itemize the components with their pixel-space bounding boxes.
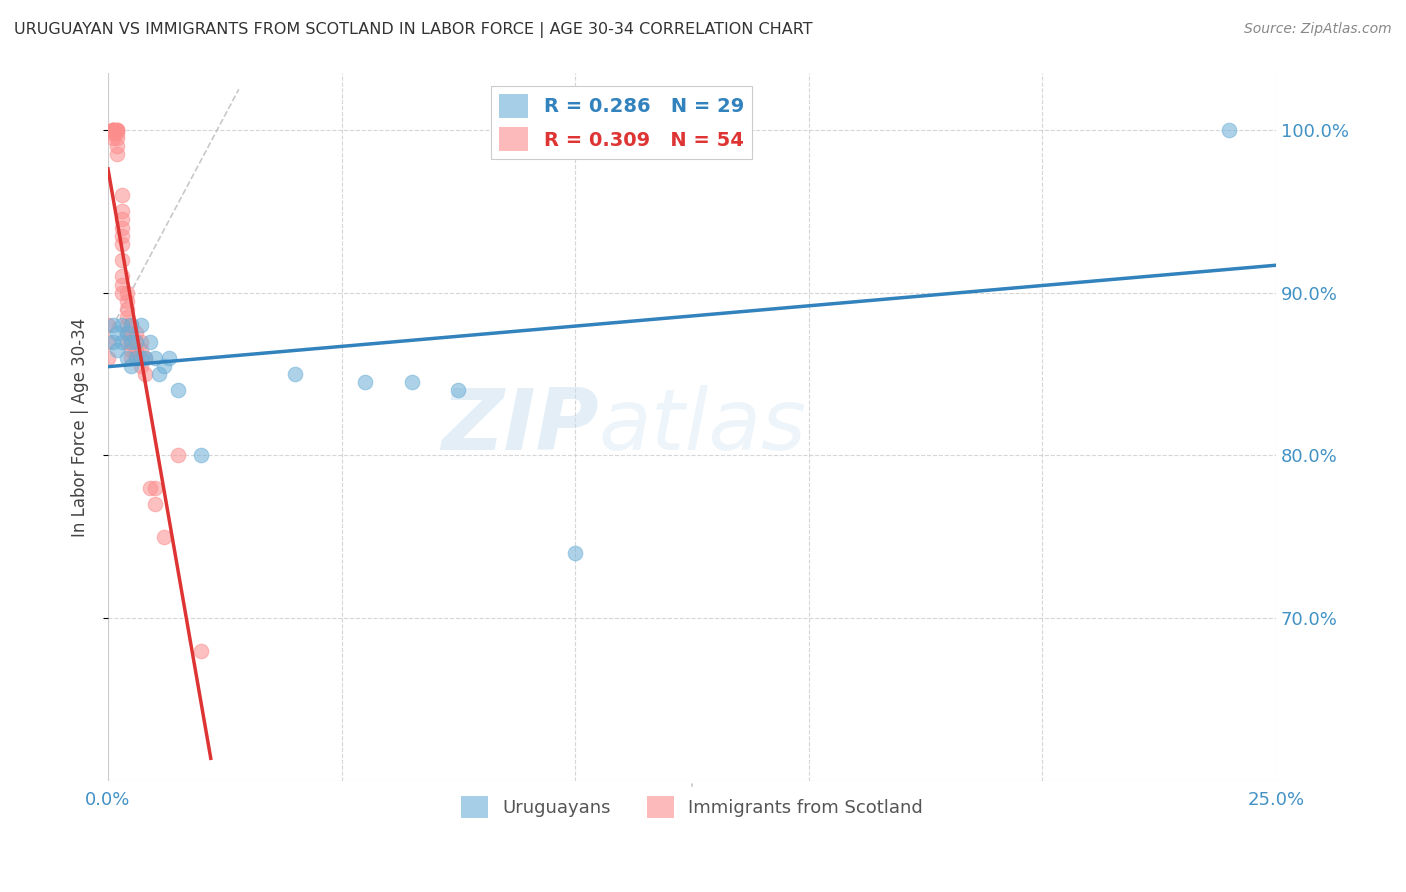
Point	[143, 481, 166, 495]
Point	[125, 334, 148, 349]
Point	[190, 644, 212, 658]
Text: URUGUAYAN VS IMMIGRANTS FROM SCOTLAND IN LABOR FORCE | AGE 30-34 CORRELATION CHA: URUGUAYAN VS IMMIGRANTS FROM SCOTLAND IN…	[14, 22, 813, 38]
Point	[139, 334, 162, 349]
Point	[134, 367, 156, 381]
Point	[120, 326, 142, 341]
Point	[125, 334, 148, 349]
Point	[115, 318, 138, 333]
Point	[101, 318, 124, 333]
Point	[115, 351, 138, 365]
Point	[401, 376, 423, 390]
Point	[120, 334, 142, 349]
Text: Source: ZipAtlas.com: Source: ZipAtlas.com	[1244, 22, 1392, 37]
Y-axis label: In Labor Force | Age 30-34: In Labor Force | Age 30-34	[72, 318, 89, 537]
Point	[101, 123, 124, 137]
Point	[111, 188, 134, 202]
Point	[105, 126, 128, 140]
Point	[1218, 123, 1240, 137]
Text: atlas: atlas	[599, 385, 807, 468]
Point	[129, 318, 152, 333]
Point	[105, 123, 128, 137]
Point	[284, 367, 307, 381]
Point	[105, 131, 128, 145]
Point	[120, 343, 142, 357]
Point	[134, 351, 156, 365]
Point	[115, 310, 138, 325]
Point	[139, 481, 162, 495]
Point	[101, 126, 124, 140]
Point	[115, 334, 138, 349]
Point	[105, 123, 128, 137]
Point	[101, 123, 124, 137]
Point	[157, 351, 180, 365]
Point	[129, 343, 152, 357]
Point	[115, 293, 138, 308]
Point	[134, 351, 156, 365]
Point	[105, 343, 128, 357]
Point	[97, 334, 120, 349]
Point	[115, 326, 138, 341]
Point	[111, 318, 134, 333]
Point	[125, 343, 148, 357]
Point	[120, 318, 142, 333]
Point	[143, 351, 166, 365]
Point	[101, 123, 124, 137]
Point	[101, 334, 124, 349]
Point	[111, 253, 134, 268]
Point	[447, 384, 470, 398]
Point	[97, 318, 120, 333]
Point	[101, 123, 124, 137]
Point	[101, 123, 124, 137]
Point	[115, 326, 138, 341]
Point	[111, 204, 134, 219]
Point	[97, 351, 120, 365]
Point	[120, 318, 142, 333]
Point	[153, 530, 176, 544]
Point	[125, 351, 148, 365]
Point	[111, 228, 134, 243]
Point	[143, 497, 166, 511]
Point	[115, 301, 138, 316]
Point	[190, 449, 212, 463]
Point	[111, 334, 134, 349]
Point	[129, 334, 152, 349]
Point	[129, 359, 152, 373]
Point	[101, 131, 124, 145]
Point	[125, 326, 148, 341]
Point	[120, 359, 142, 373]
Point	[111, 212, 134, 227]
Point	[105, 139, 128, 153]
Point	[129, 351, 152, 365]
Point	[105, 326, 128, 341]
Point	[153, 359, 176, 373]
Point	[167, 449, 190, 463]
Point	[115, 285, 138, 300]
Legend: Uruguayans, Immigrants from Scotland: Uruguayans, Immigrants from Scotland	[454, 789, 931, 825]
Point	[105, 123, 128, 137]
Point	[111, 269, 134, 284]
Point	[167, 384, 190, 398]
Point	[120, 351, 142, 365]
Point	[148, 367, 170, 381]
Text: ZIP: ZIP	[441, 385, 599, 468]
Point	[111, 220, 134, 235]
Point	[111, 277, 134, 292]
Point	[354, 376, 377, 390]
Point	[125, 351, 148, 365]
Point	[105, 147, 128, 161]
Point	[111, 285, 134, 300]
Point	[120, 334, 142, 349]
Point	[111, 236, 134, 251]
Point	[564, 546, 586, 560]
